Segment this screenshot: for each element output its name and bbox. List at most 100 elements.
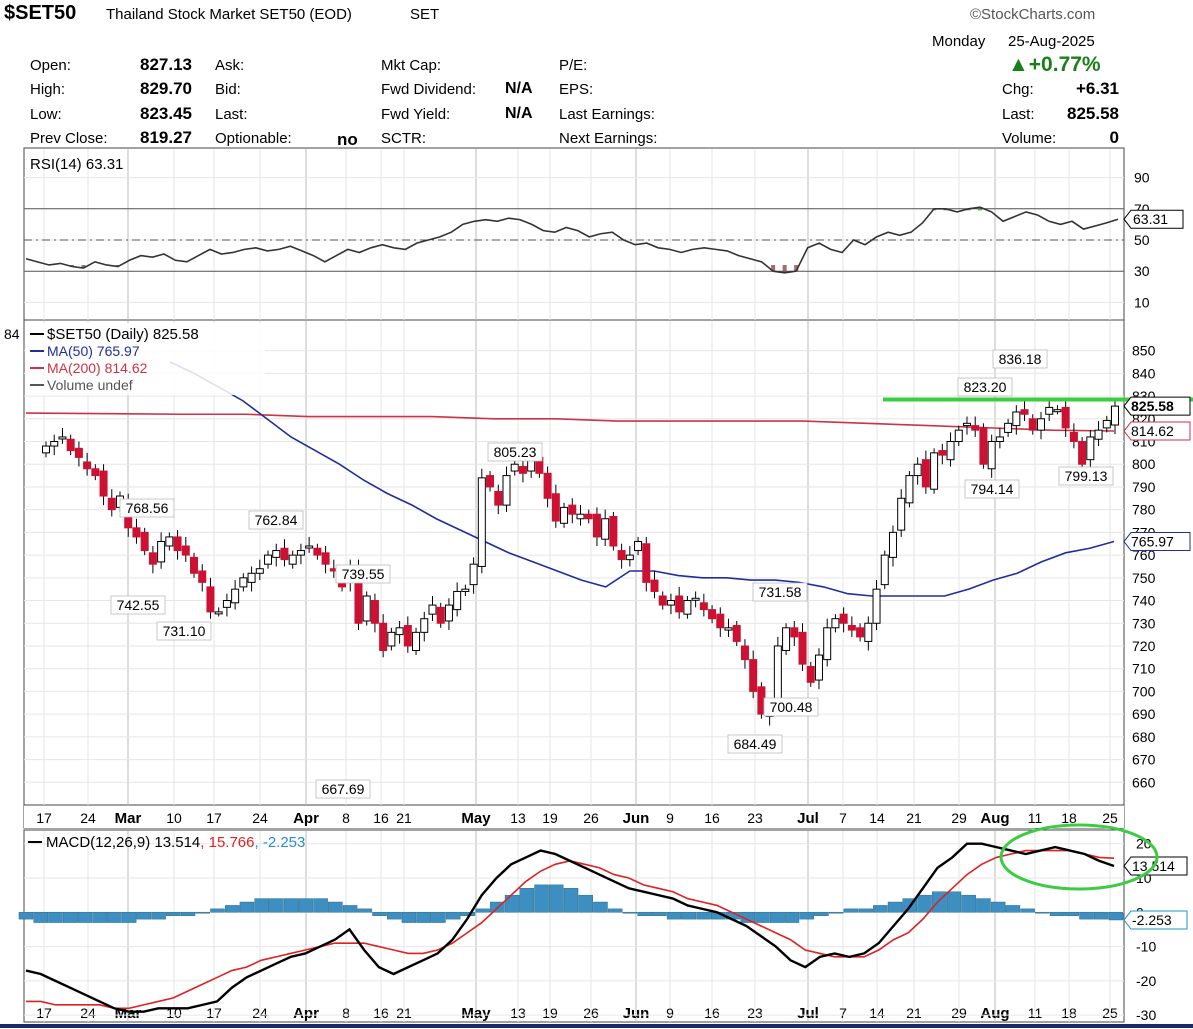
candle [395, 620, 404, 644]
candle [247, 566, 256, 592]
candle-body [987, 441, 996, 470]
candle-body [576, 513, 585, 520]
macd-histogram-bar [549, 884, 564, 913]
macd-histogram-bar [887, 901, 903, 913]
macd-histogram-bar [622, 912, 638, 914]
rsi-tag-box [1123, 209, 1184, 229]
macd-x-tick: 17 [36, 1005, 52, 1021]
macd-x-tick: 24 [252, 1005, 268, 1021]
macd-histogram-bar [121, 912, 137, 923]
candle [91, 464, 100, 481]
macd-price-tag: -2.253 [1123, 910, 1188, 930]
candle [856, 623, 865, 642]
candle-body [477, 477, 486, 567]
candle [872, 580, 881, 631]
price-y-tick: 790 [1132, 479, 1156, 495]
macd-histogram-bar [578, 894, 593, 913]
candle [576, 505, 585, 526]
price-panel-frame [23, 319, 1125, 829]
macd-histogram-bar [696, 912, 711, 920]
macd-x-tick: 14 [869, 1005, 885, 1021]
candle [428, 595, 437, 621]
security-name: Thailand Stock Market SET50 (EOD) [106, 6, 352, 23]
annotation-box [156, 621, 212, 641]
macd-histogram-bar [873, 905, 888, 913]
candle [782, 623, 791, 656]
left-edge-label: 84 [4, 326, 20, 342]
price-annotation: 805.23 [487, 442, 543, 462]
candle [272, 543, 281, 567]
macd-histogram-bar [858, 908, 873, 913]
candle [222, 593, 231, 617]
candle-body [782, 627, 791, 652]
price-tag: 825.58 [1123, 396, 1191, 416]
candle-body [1045, 406, 1054, 415]
macd-histogram-bar [445, 912, 461, 920]
macd-histogram-bar [1049, 912, 1065, 916]
price-annotation: 794.14 [964, 479, 1020, 499]
fwd-dividend-label: Fwd Dividend: [381, 81, 477, 98]
candle-body [99, 470, 108, 497]
candle-body [568, 504, 577, 515]
candle-body [428, 604, 437, 615]
candle-body [897, 497, 906, 531]
price-x-tick: 14 [869, 810, 885, 826]
candle-body [617, 550, 626, 561]
legend-label: Volume undef [47, 377, 133, 393]
candle-body [749, 659, 758, 692]
macd-x-tick: 16 [704, 1005, 720, 1021]
macd-x-tick: 21 [396, 1005, 412, 1021]
annotation-label: 731.10 [163, 623, 206, 639]
price-annotation: 799.13 [1058, 466, 1114, 486]
price-annotation: 762.84 [248, 510, 304, 530]
candle-body [264, 554, 273, 565]
price-annotation: 684.49 [727, 734, 783, 754]
highlight-ellipse [999, 823, 1159, 891]
price-x-tick: 29 [951, 810, 967, 826]
rsi-tag-text: 63.31 [1133, 211, 1168, 227]
candle-body [543, 472, 552, 499]
price-x-tick: Aug [980, 810, 1009, 827]
candle [379, 614, 388, 658]
candle-body [420, 618, 429, 633]
sctr-label: SCTR: [381, 130, 426, 147]
candle [601, 509, 610, 547]
candle [255, 559, 264, 581]
day-label: Monday [932, 33, 986, 50]
pe-label: P/E: [559, 57, 588, 74]
macd-histogram-bar [92, 912, 107, 923]
candle [518, 459, 527, 483]
candle [946, 432, 955, 467]
macd-histogram-bar [1020, 908, 1035, 913]
annotation-label: 667.69 [322, 781, 365, 797]
price-y-tick: 780 [1132, 502, 1156, 518]
price-y-tick: 710 [1132, 661, 1156, 677]
last-label: Last: [215, 106, 248, 123]
candle [716, 607, 725, 637]
candle [321, 546, 330, 574]
candle [1012, 405, 1021, 435]
macd-histogram-bar [475, 908, 490, 913]
ma50-line [169, 361, 1115, 597]
candle [683, 595, 692, 619]
candle [140, 527, 149, 556]
optionable-value: no [337, 130, 358, 149]
candle [387, 627, 396, 651]
candle [971, 416, 980, 437]
macd-x-tick: 29 [951, 1005, 967, 1021]
candle-body [165, 536, 174, 547]
mkt-cap-label: Mkt Cap: [381, 57, 442, 74]
candle [568, 498, 577, 524]
macd-histogram-bar [62, 912, 78, 923]
candle [50, 434, 59, 456]
candle-body [592, 513, 601, 538]
candle [181, 536, 190, 562]
candle [206, 577, 215, 619]
macd-histogram-bar [431, 912, 446, 923]
price-x-tick: 25 [1102, 810, 1118, 826]
candle [888, 525, 897, 567]
candle [1004, 418, 1013, 437]
candle-body [954, 429, 963, 443]
rsi-y-tick: 50 [1134, 232, 1150, 248]
